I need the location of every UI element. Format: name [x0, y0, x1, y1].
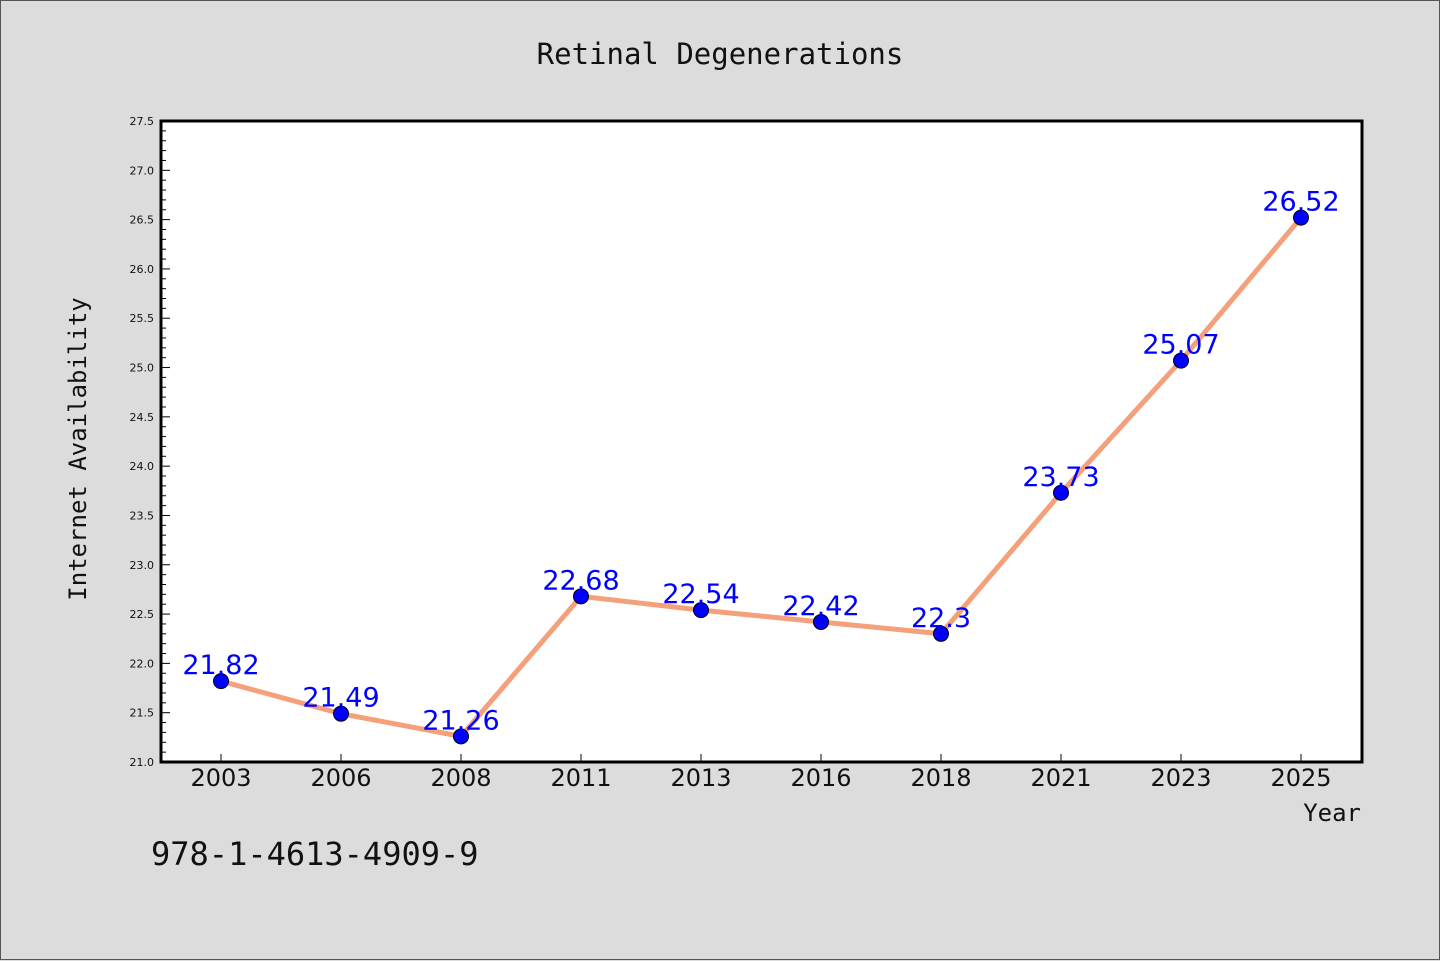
- x-tick-label: 2025: [1270, 764, 1331, 792]
- x-tick-label: 2003: [190, 764, 251, 792]
- x-tick-label: 2006: [310, 764, 371, 792]
- y-tick-label: 26.0: [130, 263, 155, 276]
- y-tick-label: 22.5: [130, 608, 155, 621]
- x-tick-label: 2016: [790, 764, 851, 792]
- y-tick-label: 25.5: [130, 312, 155, 325]
- x-tick-label: 2008: [430, 764, 491, 792]
- data-label: 22.42: [782, 591, 859, 622]
- y-tick-label: 27.0: [130, 164, 155, 177]
- data-label: 26.52: [1262, 187, 1339, 218]
- y-tick-label: 26.5: [130, 214, 155, 227]
- y-tick-label: 21.5: [130, 707, 155, 720]
- y-tick-label: 24.0: [130, 460, 155, 473]
- y-tick-label: 24.5: [130, 411, 155, 424]
- data-point-marker: [1293, 209, 1309, 226]
- data-label: 22.3: [911, 603, 971, 634]
- x-tick-label: 2021: [1030, 764, 1091, 792]
- data-point-marker: [213, 673, 229, 690]
- y-axis-label: Internet Availability: [64, 297, 92, 600]
- data-label: 25.07: [1142, 330, 1219, 361]
- y-tick-label: 27.5: [130, 115, 155, 128]
- data-label: 21.49: [302, 683, 379, 714]
- data-point-marker: [813, 613, 829, 630]
- data-point-marker: [333, 705, 349, 722]
- data-label: 21.82: [182, 650, 259, 681]
- data-point-marker: [573, 588, 589, 605]
- data-label: 21.26: [422, 705, 499, 736]
- data-label: 22.54: [662, 579, 739, 610]
- data-labels: 21.82 21.49 21.26 22.68 22.54 22.42 22.3 23.73 2…: [182, 187, 1339, 737]
- data-point-marker: [933, 625, 949, 642]
- y-tick-label: 23.5: [130, 509, 155, 522]
- y-tick-label: 25.0: [130, 362, 155, 375]
- series-markers: [213, 209, 1309, 745]
- y-tick-label: 23.0: [130, 559, 155, 572]
- x-tick-label: 2011: [550, 764, 611, 792]
- data-label: 22.68: [542, 565, 619, 596]
- isbn-footnote: 978-1-4613-4909-9: [151, 835, 479, 873]
- x-tick-label: 2023: [1150, 764, 1211, 792]
- data-point-marker: [1173, 352, 1189, 369]
- chart-title: Retinal Degenerations: [537, 37, 904, 71]
- y-tick-label: 22.0: [130, 657, 155, 670]
- x-tick-label: 2018: [910, 764, 971, 792]
- series-line: [220, 216, 1303, 739]
- plot-area: [159, 119, 1364, 764]
- y-axis-ticks: 21.0 21.5 22.0 22.5 23.0 23.5 24.0 24.5 25.0 25.5…: [130, 115, 170, 769]
- data-point-marker: [1053, 484, 1069, 501]
- series-line-group: [220, 216, 1303, 739]
- x-axis-label: Year: [1303, 799, 1361, 827]
- data-point-marker: [693, 602, 709, 619]
- y-tick-label: 21.0: [130, 756, 155, 769]
- x-axis-ticks: 2003 2006 2008 2011 2013 2016 2018 2021 2023 2025: [190, 754, 1332, 792]
- x-tick-label: 2013: [670, 764, 731, 792]
- data-point-marker: [453, 728, 469, 745]
- data-label: 23.73: [1022, 462, 1099, 493]
